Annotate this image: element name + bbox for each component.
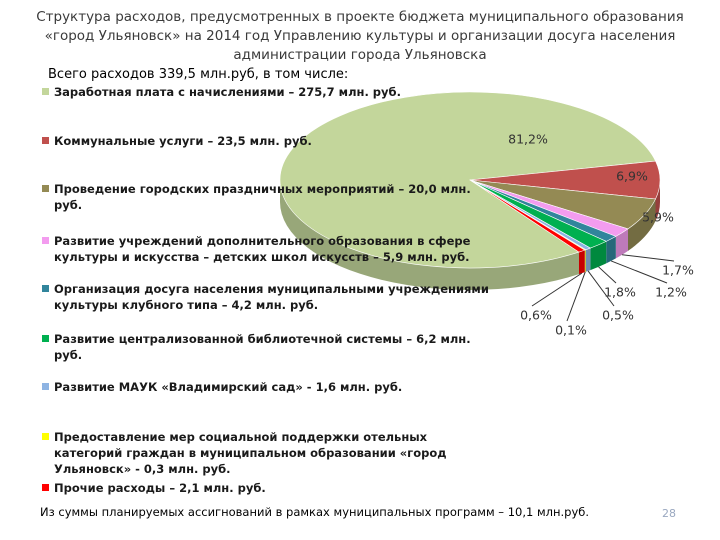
legend-item: Заработная плата с начислениями – 275,7 …: [42, 84, 496, 100]
legend-text: Предоставление мер социальной поддержки …: [54, 430, 447, 476]
leader-line: [566, 271, 586, 322]
legend-text: Проведение городских праздничных меропри…: [54, 182, 471, 212]
leader-line: [622, 254, 675, 262]
legend-item: Организация досуга населения муниципальн…: [42, 281, 496, 313]
legend-swatch: [42, 433, 49, 440]
footer-note: Из суммы планируемых ассигнований в рамк…: [40, 505, 590, 519]
legend-item: Коммунальные услуги – 23,5 млн. руб.: [42, 133, 496, 149]
data-label: 1,8%: [604, 285, 636, 300]
leader-line: [531, 272, 583, 307]
legend-swatch: [42, 335, 49, 342]
legend-item: Развитие централизованной библиотечной с…: [42, 331, 496, 363]
data-label: 81,2%: [508, 132, 548, 147]
legend-swatch: [42, 484, 49, 491]
legend-swatch: [42, 88, 49, 95]
slide-title: Структура расходов, предусмотренных в пр…: [36, 9, 684, 63]
legend-item: Прочие расходы – 2,1 млн. руб.: [42, 480, 496, 496]
legend-swatch: [42, 237, 49, 244]
leader-line: [587, 270, 615, 307]
legend-swatch: [42, 383, 49, 390]
legend-item: Развитие учреждений дополнительного обра…: [42, 233, 496, 265]
legend-swatch: [42, 285, 49, 292]
slice-side: [628, 199, 656, 251]
legend-text: Развитие централизованной библиотечной с…: [54, 332, 471, 362]
legend-item: Проведение городских праздничных меропри…: [42, 181, 496, 213]
slice-side: [590, 241, 607, 271]
legend-text: Организация досуга населения муниципальн…: [54, 282, 489, 312]
legend-text: Прочие расходы – 2,1 млн. руб.: [54, 481, 266, 495]
legend-swatch: [42, 185, 49, 192]
legend-text: Коммунальные услуги – 23,5 млн. руб.: [54, 134, 312, 148]
data-label: 0,6%: [520, 308, 552, 323]
data-label: 1,2%: [655, 285, 687, 300]
leader-line: [598, 266, 617, 284]
page-number: 28: [662, 507, 676, 520]
slice: [279, 91, 657, 269]
data-label: 0,5%: [602, 308, 634, 323]
slice-side: [585, 248, 591, 272]
legend-item: Развитие МАУК «Владимирский сад» - 1,6 м…: [42, 379, 496, 395]
data-label: 6,9%: [616, 169, 648, 184]
data-label: 1,7%: [662, 263, 694, 278]
data-label: 5,9%: [642, 210, 674, 225]
slice-side: [280, 180, 579, 291]
chart-subtitle: Всего расходов 339,5 млн.руб, в том числ…: [48, 67, 349, 82]
legend-item: Предоставление мер социальной поддержки …: [42, 429, 496, 477]
slice: [469, 179, 586, 253]
slice-side: [606, 236, 616, 264]
slice-side: [578, 250, 585, 275]
leader-line: [610, 260, 668, 284]
legend-text: Развитие МАУК «Владимирский сад» - 1,6 м…: [54, 380, 403, 394]
data-label: 0,1%: [555, 323, 587, 338]
legend-text: Развитие учреждений дополнительного обра…: [54, 234, 471, 264]
legend-swatch: [42, 137, 49, 144]
slice-side: [584, 249, 586, 273]
slice-side: [615, 228, 628, 259]
legend-text: Заработная плата с начислениями – 275,7 …: [54, 85, 401, 99]
